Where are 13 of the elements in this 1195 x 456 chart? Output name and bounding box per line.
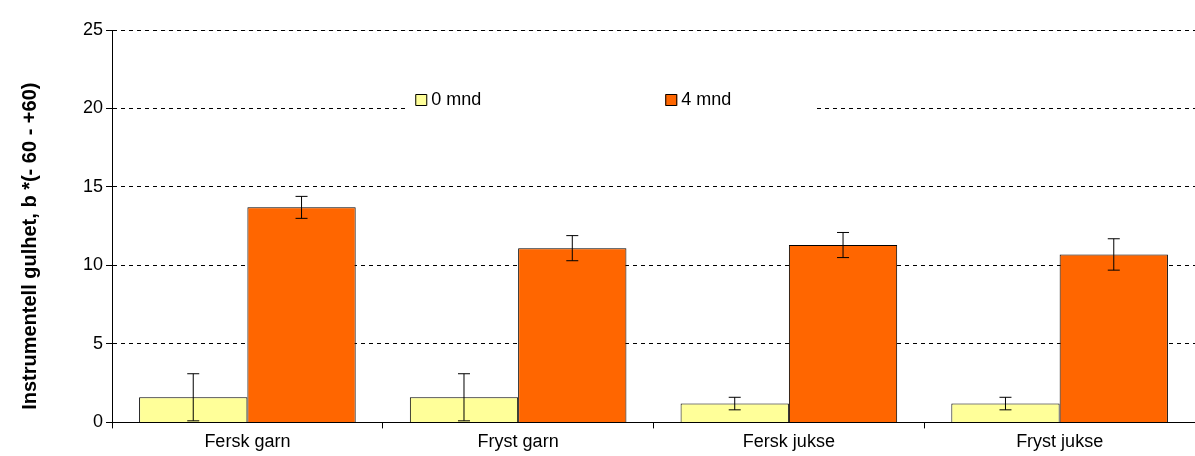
y-tick-label: 15 (82, 175, 104, 196)
y-tick-label: 25 (82, 18, 104, 39)
legend-label: 4 mnd (681, 88, 732, 109)
x-tick-label: Fersk garn (204, 431, 291, 452)
x-tick-label: Fryst garn (477, 431, 559, 452)
y-axis-title: Instrumentell gulhet, b *(- 60 - +60) (17, 82, 40, 410)
y-tick-label: 20 (82, 97, 104, 118)
x-tick-label: Fryst jukse (1016, 431, 1104, 452)
legend-label: 0 mnd (431, 88, 482, 109)
y-tick-label: 10 (82, 254, 104, 275)
x-tick-label: Fersk jukse (742, 431, 835, 452)
y-tick-label: 0 (93, 411, 104, 432)
y-tick-label: 5 (93, 332, 104, 353)
